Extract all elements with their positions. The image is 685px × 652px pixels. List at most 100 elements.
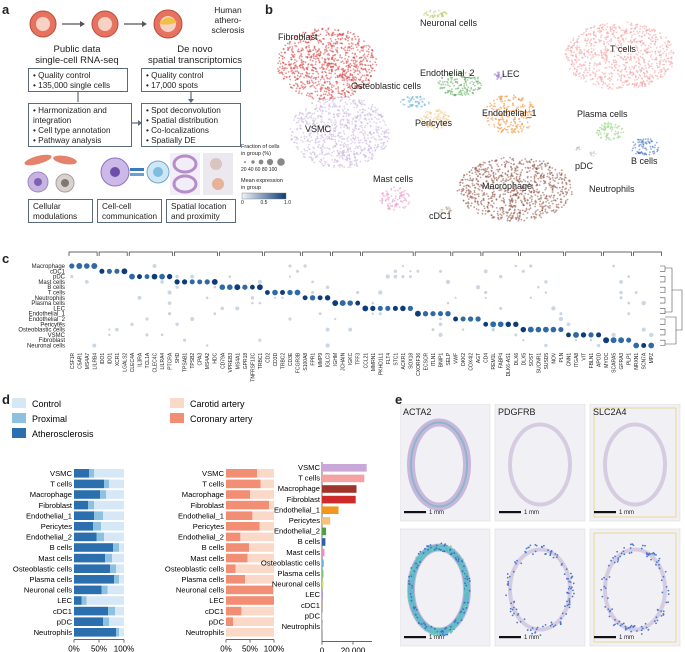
umap-cluster-endothelial-2 bbox=[437, 71, 483, 97]
dotplot-dot bbox=[249, 284, 255, 290]
dotplot-gene-label: IGKC bbox=[348, 352, 354, 365]
dotplot-dot bbox=[491, 328, 495, 332]
bar-segment bbox=[114, 575, 119, 584]
dotplot-dot bbox=[612, 264, 615, 268]
dotplot-dot bbox=[213, 285, 217, 289]
dotplot-dot bbox=[400, 305, 406, 312]
bar-segment bbox=[226, 617, 234, 626]
bar-segment bbox=[245, 575, 274, 584]
dotplot-dot bbox=[189, 279, 195, 285]
dotplot-gene-label: IL3RA bbox=[137, 352, 143, 367]
dotplot-dot bbox=[544, 343, 548, 348]
umap-label-cdc1: cDC1 bbox=[429, 211, 452, 221]
dotplot-gene-label: AGT bbox=[476, 353, 482, 363]
umap-label-vsmc: VSMC bbox=[305, 124, 332, 134]
gene-group-bracket bbox=[602, 251, 632, 256]
dotplot-dot bbox=[438, 269, 443, 273]
dotplot-dot bbox=[627, 275, 630, 278]
dotplot-dot bbox=[619, 279, 624, 284]
bar-segment bbox=[74, 479, 104, 489]
dotplot-gene-label: ECSCR bbox=[423, 352, 429, 370]
dotplot-dot bbox=[371, 312, 374, 315]
bar-segment bbox=[74, 543, 113, 552]
dotplot-dot bbox=[272, 289, 278, 296]
dotplot-gene-label: IGHM bbox=[333, 353, 339, 366]
bar bbox=[322, 612, 323, 620]
umap-label-b-cells: B cells bbox=[631, 156, 658, 166]
spatial-location-box: Spatial location and proximity bbox=[166, 199, 236, 223]
dotplot-row-label: LEC bbox=[53, 306, 65, 312]
dotplot-dot bbox=[610, 337, 617, 344]
dotplot-dot bbox=[325, 343, 330, 348]
dotplot-dot bbox=[378, 290, 383, 295]
axis-tick-label: 100% bbox=[264, 645, 284, 652]
dotplot-dot bbox=[325, 327, 330, 332]
dotplot-gene-label: FCGR3B bbox=[296, 352, 302, 373]
dotplot-gene-label: LGALS2 bbox=[122, 353, 128, 372]
expression-colorbar-ticks: 0 0.5 1.0 bbox=[241, 200, 291, 206]
scale-bar bbox=[594, 511, 616, 514]
dotplot-dot bbox=[227, 284, 233, 290]
umap-label-neuronal-cells: Neuronal cells bbox=[420, 18, 478, 28]
dotplot-gene-label: MS4A7 bbox=[85, 353, 91, 370]
bar bbox=[322, 538, 326, 546]
dotplot-row-label: Pericytes bbox=[40, 322, 65, 328]
dotplot-dot bbox=[611, 332, 616, 337]
legend-label: Coronary artery bbox=[190, 414, 253, 424]
bar-segment bbox=[226, 522, 260, 531]
umap-cluster-cdc1 bbox=[438, 206, 452, 215]
bar-category-label: Neutrophils bbox=[282, 622, 321, 631]
dotplot-dot bbox=[596, 332, 602, 338]
dotplot-dot bbox=[416, 269, 420, 273]
dotplot-gene-label: IDO1 bbox=[100, 353, 106, 365]
dotplot-dot bbox=[618, 337, 625, 344]
dotplot-gene-label: JCHAIN bbox=[341, 352, 347, 370]
dotplot-gene-label: MS4A2 bbox=[205, 353, 211, 370]
dotplot-dot bbox=[303, 264, 307, 268]
dotplot-dot bbox=[174, 279, 180, 285]
dotplot-gene-label: DLX6 bbox=[514, 353, 520, 366]
bar bbox=[322, 495, 356, 504]
dotplot-dot bbox=[619, 290, 623, 295]
dotplot-dot bbox=[347, 300, 353, 306]
umap-cluster-fibroblast bbox=[277, 27, 378, 101]
bar-segment bbox=[226, 596, 274, 605]
dotplot-dot bbox=[483, 321, 489, 327]
bar-segment bbox=[74, 628, 116, 637]
scale-bar-label: 1 mm bbox=[429, 510, 444, 516]
dotplot-dot bbox=[70, 275, 74, 279]
dotplot-gene-label: SHD bbox=[175, 352, 181, 363]
axis-tick-label: 50% bbox=[242, 645, 258, 652]
dotplot-row-label: B cells bbox=[47, 285, 65, 291]
dotplot-gene-label: LILRA4 bbox=[160, 353, 166, 370]
dotplot-dot bbox=[580, 332, 587, 338]
dotplot-dot bbox=[121, 268, 128, 275]
scale-bar-label: 1 mm bbox=[619, 635, 634, 641]
dotplot-dot bbox=[294, 289, 301, 296]
bar-segment bbox=[226, 628, 274, 637]
dotplot-dot bbox=[108, 333, 111, 337]
dotplot-dot bbox=[220, 306, 225, 311]
dotplot-gene-label: REM1L bbox=[491, 353, 497, 370]
dotplot-dot bbox=[145, 333, 149, 337]
cell-communication-box: Cell-cell communication bbox=[97, 199, 162, 223]
dotplot-dot bbox=[257, 284, 263, 291]
umap-cluster-macrophage bbox=[456, 156, 573, 222]
bar-category-label: Endothelial_1 bbox=[26, 511, 72, 520]
bar-category-label: Macrophage bbox=[30, 490, 72, 499]
dotplot-dot bbox=[69, 263, 75, 269]
dotplot-dot bbox=[251, 301, 254, 305]
dotplot-dot bbox=[91, 263, 98, 269]
umap-cluster-pericytes bbox=[420, 108, 451, 130]
dotplot-dot bbox=[558, 316, 564, 322]
bar-category-label: Fibroblast bbox=[191, 501, 225, 510]
dotplot-dot bbox=[76, 263, 83, 269]
gene-label: ACTA2 bbox=[403, 407, 431, 417]
dotplot-gene-label: COX4I2 bbox=[469, 353, 475, 371]
scale-bar bbox=[404, 511, 426, 514]
dotplot-gene-label: FBLN1 bbox=[589, 353, 595, 369]
dotplot-dot bbox=[475, 316, 481, 322]
dotplot-dot bbox=[378, 312, 382, 316]
bar-segment bbox=[96, 532, 104, 542]
dotplot-gene-label: DLK6-AS1 bbox=[506, 353, 512, 377]
